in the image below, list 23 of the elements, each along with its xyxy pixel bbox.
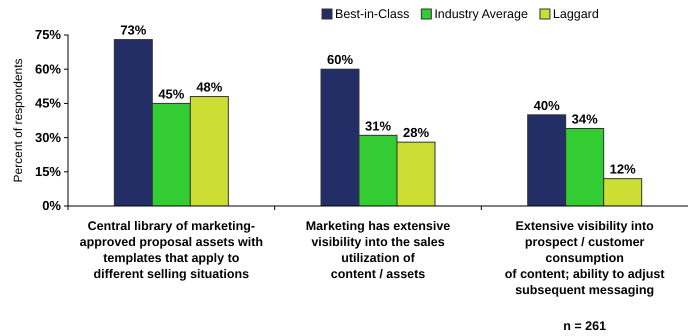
data-label: 73% [120, 22, 147, 38]
x-tick-label: Marketing has extensive visibility into the sales utilization of content / assets [306, 219, 450, 281]
y-axis-title: Percent of respondents [11, 58, 25, 183]
data-label: 45% [158, 86, 185, 102]
data-label: 28% [402, 125, 430, 140]
y-tick-label: 45% [34, 96, 62, 111]
y-tick-label: 75% [34, 27, 62, 42]
x-tick-label: Extensive visibility into prospect / customer consumption of content; ability to adjust subsequent messaging [504, 219, 666, 297]
legend-label: Best-in-Class [335, 7, 410, 21]
data-label: 60% [326, 52, 354, 68]
data-label: 12% [610, 162, 636, 177]
data-label: 48% [196, 80, 223, 95]
y-tick-label: 15% [34, 164, 62, 179]
x-tick-label: Central library of marketing- approved proposal assets with templates that apply to different selling situations [80, 219, 264, 281]
y-tick-label: 30% [34, 130, 62, 145]
legend-label: Laggard [552, 7, 599, 21]
data-label: 40% [534, 98, 560, 113]
data-label: 31% [364, 118, 392, 134]
y-tick-label: 60% [34, 61, 62, 76]
text: n = 261 [563, 319, 606, 333]
y-tick-label: 0% [42, 198, 62, 214]
legend-label: Industry Average [434, 7, 528, 21]
data-label: 34% [572, 111, 598, 126]
